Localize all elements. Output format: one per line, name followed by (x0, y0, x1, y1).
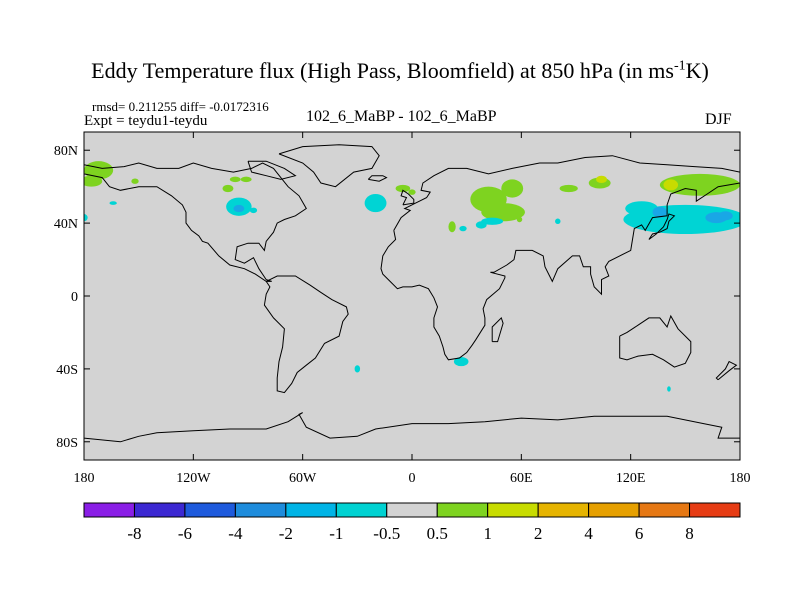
colorbar-label: -4 (228, 524, 243, 543)
coastline-south-america (263, 275, 349, 394)
anomaly-patch (233, 204, 245, 213)
colorbar-label: 6 (635, 524, 644, 543)
anomaly-patch (459, 225, 467, 232)
anomaly-patch (249, 207, 258, 214)
latitude-axis: 80N 40N 0 40S 80S (54, 144, 740, 451)
experiment-label: Expt = teydu1-teydu (84, 113, 208, 129)
anomaly-patch (222, 184, 234, 193)
coastline-japan (648, 213, 676, 240)
anomaly-patch (448, 221, 456, 233)
anomaly-patch (652, 206, 668, 218)
plot-title-sup: -1 (673, 58, 686, 74)
colorbar-swatch (285, 502, 337, 518)
lat-tick-label: 80N (54, 144, 78, 159)
colorbar-swatch (487, 502, 539, 518)
colorbar-label: 2 (534, 524, 543, 543)
colorbar-label: -0.5 (373, 524, 400, 543)
colorbar: -8 -6 -4 -2 -1 -0.5 0.5 1 2 4 6 8 (83, 502, 741, 543)
coastline-baffin (247, 160, 297, 180)
coastline-eurasia-africa (380, 155, 740, 361)
anomaly-patch (718, 211, 733, 221)
colorbar-label: 1 (483, 524, 492, 543)
colorbar-label: 8 (685, 524, 694, 543)
anomaly-patch (481, 217, 504, 225)
lon-tick-label: 60W (289, 471, 317, 486)
lon-tick-label: 180 (74, 471, 95, 486)
longitude-axis: 180 120W 60W 0 60E 120E 180 (74, 132, 751, 486)
anomaly-patch (84, 214, 88, 222)
colorbar-label: -8 (127, 524, 141, 543)
colorbar-swatch (386, 502, 438, 518)
lon-tick-label: 120E (616, 471, 646, 486)
anomaly-patch (395, 184, 411, 193)
anomaly-patch (109, 201, 117, 205)
colorbar-label: -2 (279, 524, 293, 543)
lat-tick-label: 40N (54, 217, 78, 232)
colorbar-label: 4 (584, 524, 593, 543)
map-background (84, 132, 740, 460)
colorbar-swatch (335, 502, 388, 518)
colorbar-swatch (234, 502, 287, 518)
anomaly-patch (408, 189, 416, 195)
colorbar-swatch (588, 502, 640, 518)
anomaly-patch (663, 179, 679, 191)
plot-title-tail: K) (685, 58, 709, 83)
colorbar-swatch (184, 502, 236, 518)
colorbar-swatch (638, 502, 691, 518)
anomaly-patch (596, 175, 607, 184)
coastline-uk (400, 189, 415, 206)
colorbar-label: -6 (178, 524, 192, 543)
coastline-north-america (84, 162, 307, 282)
season-label: DJF (705, 111, 732, 128)
colorbar-swatch (83, 502, 135, 518)
anomaly-patch (453, 357, 469, 367)
anomaly-patch (84, 175, 103, 187)
anomaly-patch (364, 193, 387, 213)
anomaly-patch (354, 365, 361, 373)
anomaly-patch (516, 216, 523, 223)
colorbar-swatch (133, 502, 186, 518)
coastline-iceland (367, 175, 388, 182)
colorbar-label: -1 (329, 524, 343, 543)
anomaly-patch (240, 176, 252, 183)
lon-tick-label: 60E (510, 471, 533, 486)
anomaly-patch (555, 218, 561, 225)
lon-tick-label: 120W (176, 471, 211, 486)
plot-title: Eddy Temperature flux (High Pass, Bloomf… (0, 58, 800, 84)
coastline-antarctica (84, 412, 740, 443)
coastline-greenland (278, 144, 380, 188)
colorbar-swatch (689, 502, 741, 518)
anomaly-patch (667, 386, 671, 392)
lat-tick-label: 40S (56, 363, 78, 378)
lat-tick-label: 0 (71, 290, 78, 305)
lat-tick-label: 80S (56, 436, 78, 451)
colorbar-swatch (436, 502, 489, 518)
run-names: 102_6_MaBP - 102_6_MaBP (306, 108, 497, 125)
colorbar-label: 0.5 (427, 524, 448, 543)
coastline-madagascar (491, 316, 504, 343)
colorbar-swatch (537, 502, 590, 518)
coastlines (84, 144, 740, 443)
anomaly-patch (131, 178, 139, 184)
anomaly-patch (625, 201, 658, 216)
lon-tick-label: 180 (730, 471, 751, 486)
anomaly-patch (84, 161, 114, 180)
anomaly-patch (229, 176, 241, 183)
coastline-australia (619, 314, 692, 368)
coastline-new-zealand (715, 360, 738, 381)
rmsd-diff-stats: rmsd= 0.211255 diff= -0.0172316 (92, 99, 269, 114)
plot-title-main: Eddy Temperature flux (High Pass, Bloomf… (91, 58, 674, 83)
anomaly-patch (475, 221, 487, 229)
lon-tick-label: 0 (409, 471, 416, 486)
anomaly-patch (559, 184, 578, 193)
anomaly-patch (501, 179, 524, 198)
anomaly-patch (481, 203, 525, 222)
